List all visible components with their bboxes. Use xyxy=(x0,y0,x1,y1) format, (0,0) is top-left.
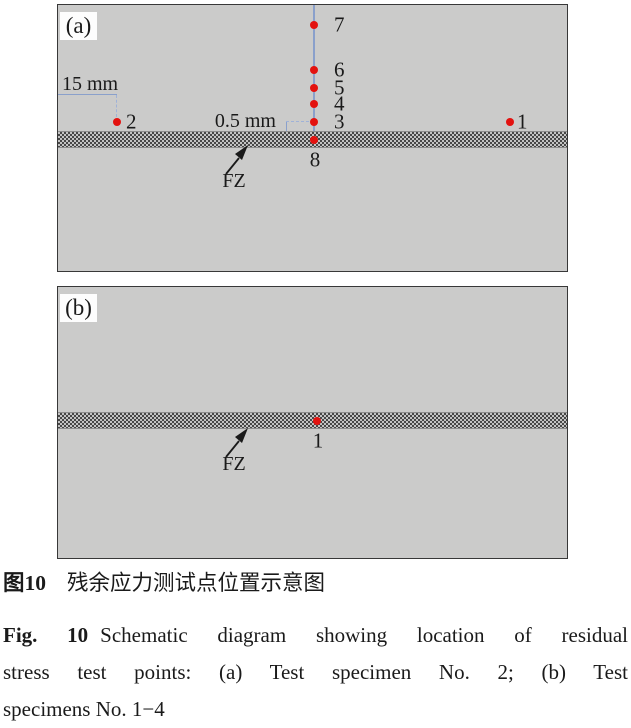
dimension-05mm-leader xyxy=(286,121,314,122)
caption-chinese: 图10 残余应力测试点位置示意图 xyxy=(3,570,628,598)
caption-en-line3: specimens No. 1−4 xyxy=(3,697,165,721)
panel-b-label: (b) xyxy=(65,295,92,320)
test-point-1-label: 1 xyxy=(517,109,528,134)
dimension-05mm-line xyxy=(286,122,287,133)
fz-arrow-icon xyxy=(225,428,248,458)
test-point-4-label: 4 xyxy=(334,91,345,116)
fz-label: FZ xyxy=(222,170,246,192)
dimension-15mm-label: 15 mm xyxy=(62,73,119,95)
caption-en-line1: Fig. 10 Schematic diagram showing locatio… xyxy=(3,617,628,654)
test-point-2-label: 2 xyxy=(126,109,137,134)
panel-b: (b) 1 FZ xyxy=(57,286,568,559)
panel-a: (a) 15 mm 0.5 mm 7 6 5 4 3 8 2 1 xyxy=(57,4,568,272)
test-point-1-label: 1 xyxy=(312,428,324,453)
panel-a-label: (a) xyxy=(65,13,92,38)
dimension-05mm-label: 0.5 mm xyxy=(214,110,276,132)
test-point-1-marker xyxy=(506,118,514,126)
test-point-3-label: 3 xyxy=(334,109,345,134)
test-point-6-marker xyxy=(310,66,318,74)
dimension-15mm-leader xyxy=(116,95,117,117)
caption-en-fig-number: Fig. 10 xyxy=(3,623,89,647)
test-point-3-marker xyxy=(310,118,318,126)
test-point-5-label: 5 xyxy=(334,75,345,100)
test-point-2-marker xyxy=(113,118,121,126)
panel-a-tag: (a) xyxy=(60,12,97,40)
test-point-8-marker xyxy=(310,136,318,144)
caption-zh-fig-number: 图10 xyxy=(3,571,47,595)
caption-english: Fig. 10 Schematic diagram showing locatio… xyxy=(3,617,628,728)
test-point-7-marker xyxy=(310,21,318,29)
fz-label: FZ xyxy=(222,453,246,475)
caption-en-line1-text: Schematic diagram showing location of re… xyxy=(100,623,628,647)
test-point-1-marker xyxy=(313,417,321,425)
dimension-15mm-line xyxy=(58,94,117,95)
fz-arrow-icon xyxy=(225,145,248,175)
test-point-4-marker xyxy=(310,100,318,108)
caption-en-line2: stress test points: (a) Test specimen No… xyxy=(3,660,628,684)
test-point-5-marker xyxy=(310,84,318,92)
test-point-6-label: 6 xyxy=(334,57,345,82)
test-point-7-label: 7 xyxy=(334,12,345,37)
caption-zh-text: 残余应力测试点位置示意图 xyxy=(67,571,326,595)
panel-b-tag: (b) xyxy=(60,294,97,322)
fusion-zone-band xyxy=(58,412,567,429)
test-point-8-label: 8 xyxy=(309,147,321,172)
